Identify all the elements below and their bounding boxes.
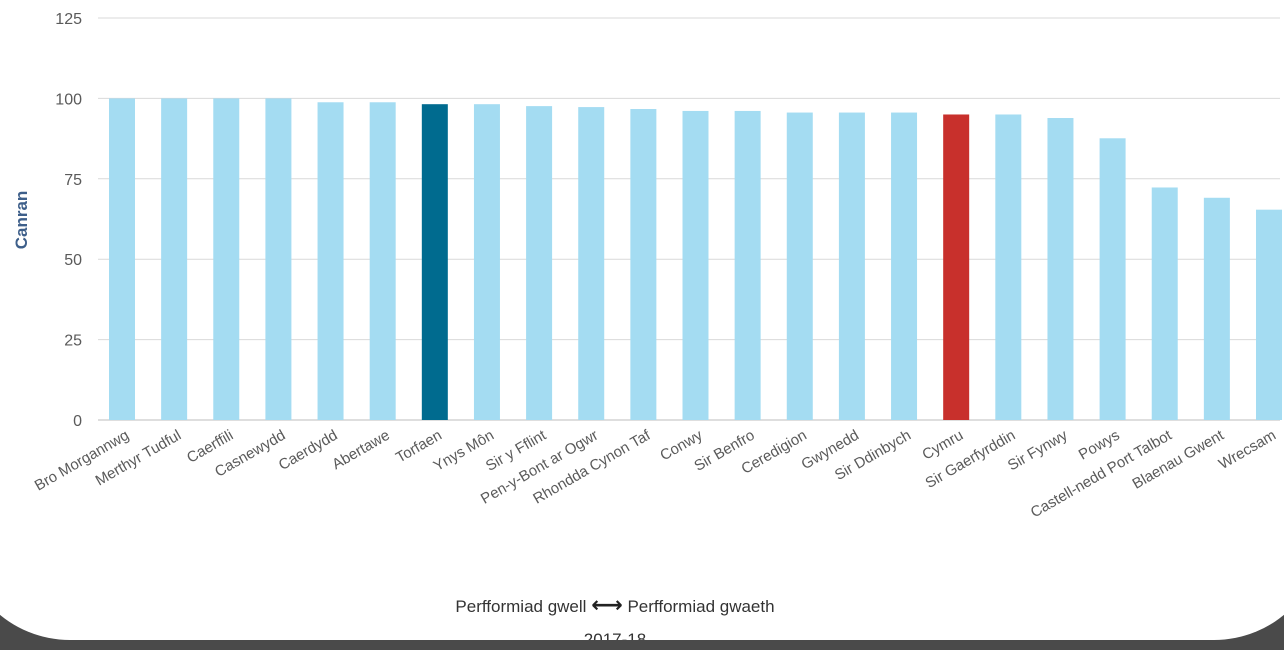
bar bbox=[1047, 118, 1074, 420]
y-tick-label: 75 bbox=[64, 172, 82, 189]
y-tick-label: 25 bbox=[64, 333, 82, 350]
bar bbox=[943, 114, 970, 420]
double-arrow-icon: ⟷ bbox=[591, 592, 623, 617]
x-tick-label: Wrecsam bbox=[1216, 427, 1279, 473]
bar bbox=[786, 112, 813, 420]
bar bbox=[473, 104, 500, 421]
bar bbox=[1151, 187, 1178, 420]
bar bbox=[421, 104, 448, 421]
bar bbox=[161, 98, 188, 421]
period-label: 2017-18 bbox=[584, 630, 646, 640]
caption-worse: Perfformiad gwaeth bbox=[627, 597, 774, 616]
y-axis-ticks: 0 25 50 75 100 125 bbox=[55, 11, 82, 430]
performance-caption: Perfformiad gwell ⟷ Perfformiad gwaeth bbox=[455, 592, 774, 617]
bar bbox=[1099, 138, 1126, 421]
bar bbox=[213, 98, 240, 421]
bar bbox=[1256, 209, 1282, 420]
bar bbox=[369, 102, 396, 420]
y-axis-label: Canran bbox=[12, 191, 31, 250]
bar bbox=[630, 109, 657, 420]
y-tick-label: 125 bbox=[55, 11, 82, 28]
x-tick-label: Caerdydd bbox=[276, 427, 341, 474]
caption-better: Perfformiad gwell bbox=[455, 597, 586, 616]
bar bbox=[1203, 197, 1230, 420]
x-tick-label: Blaenau Gwent bbox=[1130, 426, 1228, 492]
bar bbox=[109, 98, 135, 421]
bar bbox=[526, 106, 553, 420]
bars bbox=[109, 98, 1282, 421]
y-tick-label: 0 bbox=[73, 413, 82, 430]
bar bbox=[265, 98, 292, 421]
bar bbox=[578, 107, 605, 421]
bar bbox=[838, 112, 865, 420]
x-tick-label: Abertawe bbox=[329, 427, 392, 473]
bar bbox=[995, 114, 1022, 420]
y-tick-label: 100 bbox=[55, 91, 82, 108]
bar bbox=[682, 110, 709, 421]
y-tick-label: 50 bbox=[64, 252, 82, 269]
x-tick-label: Sir Fynwy bbox=[1005, 426, 1071, 474]
bar bbox=[891, 112, 918, 420]
bar bbox=[317, 102, 344, 420]
bar bbox=[734, 110, 761, 421]
